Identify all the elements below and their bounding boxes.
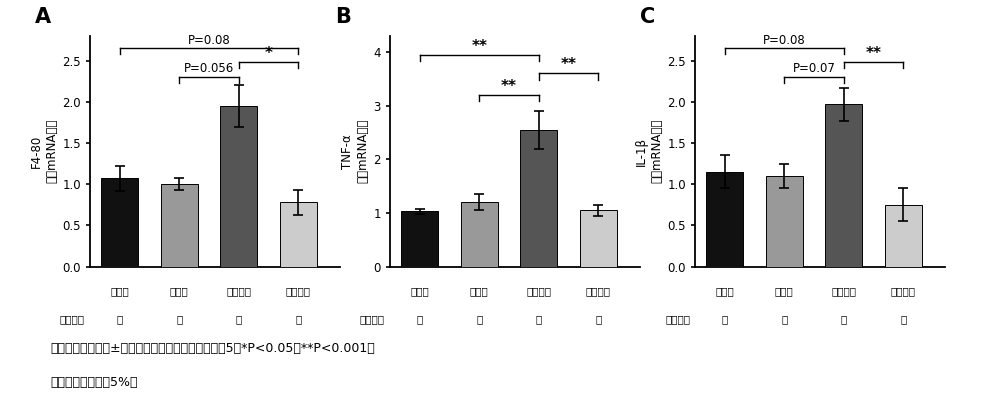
- Text: 显著性水平为低于5%。: 显著性水平为低于5%。: [50, 376, 138, 389]
- Text: *: *: [265, 45, 273, 60]
- Bar: [280, 202, 317, 267]
- Text: B: B: [335, 7, 351, 27]
- Bar: [766, 176, 803, 267]
- Text: 有: 有: [176, 314, 182, 324]
- Text: 有: 有: [476, 314, 482, 324]
- Text: 普通食: 普通食: [775, 287, 794, 297]
- Bar: [706, 172, 743, 267]
- Text: 高脂肪食: 高脂肪食: [526, 287, 551, 297]
- Text: 有: 有: [295, 314, 301, 324]
- Text: P=0.08: P=0.08: [188, 33, 230, 47]
- Text: **: **: [471, 39, 487, 54]
- Text: 无: 无: [236, 314, 242, 324]
- Text: 高脂肪食: 高脂肪食: [831, 287, 856, 297]
- Text: 无: 无: [117, 314, 123, 324]
- Text: 普通食: 普通食: [410, 287, 429, 297]
- Text: 普通食: 普通食: [470, 287, 489, 297]
- Bar: [401, 211, 438, 267]
- Text: P=0.08: P=0.08: [763, 33, 806, 47]
- Text: 高脂肪食: 高脂肪食: [286, 287, 311, 297]
- Text: 普通食: 普通食: [110, 287, 129, 297]
- Y-axis label: TNF-α
相对mRNA水平: TNF-α 相对mRNA水平: [341, 119, 369, 183]
- Bar: [461, 202, 498, 267]
- Text: 普通食: 普通食: [715, 287, 734, 297]
- Y-axis label: F4-80
相对mRNA水平: F4-80 相对mRNA水平: [30, 119, 58, 183]
- Bar: [161, 184, 198, 267]
- Text: **: **: [866, 45, 882, 60]
- Text: 紫杉叶素: 紫杉叶素: [60, 314, 85, 324]
- Bar: [580, 210, 617, 267]
- Text: 无: 无: [417, 314, 423, 324]
- Text: 高脂肪食: 高脂肪食: [586, 287, 611, 297]
- Bar: [885, 205, 922, 267]
- Text: 紫杉叶素: 紫杉叶素: [665, 314, 690, 324]
- Text: A: A: [35, 7, 51, 27]
- Bar: [220, 106, 257, 267]
- Text: C: C: [640, 7, 655, 27]
- Text: 高脂肪食: 高脂肪食: [226, 287, 251, 297]
- Bar: [101, 178, 138, 267]
- Text: 有: 有: [900, 314, 906, 324]
- Text: 紫杉叶素: 紫杉叶素: [360, 314, 385, 324]
- Text: 无: 无: [841, 314, 847, 324]
- Text: P=0.056: P=0.056: [184, 62, 234, 75]
- Text: 高脂肪食: 高脂肪食: [891, 287, 916, 297]
- Text: 无: 无: [722, 314, 728, 324]
- Y-axis label: IL-1β
相对mRNA水平: IL-1β 相对mRNA水平: [635, 119, 663, 183]
- Text: 无: 无: [536, 314, 542, 324]
- Bar: [520, 130, 557, 267]
- Text: 有: 有: [595, 314, 601, 324]
- Text: P=0.07: P=0.07: [793, 62, 835, 75]
- Text: **: **: [501, 79, 517, 94]
- Text: 数据全部以平均値±标准误差表示。各组的个体数为5。*P<0.05，**P<0.001。: 数据全部以平均値±标准误差表示。各组的个体数为5。*P<0.05，**P<0.0…: [50, 342, 375, 355]
- Bar: [825, 104, 862, 267]
- Text: 有: 有: [781, 314, 787, 324]
- Text: 普通食: 普通食: [170, 287, 189, 297]
- Text: **: **: [561, 57, 577, 72]
